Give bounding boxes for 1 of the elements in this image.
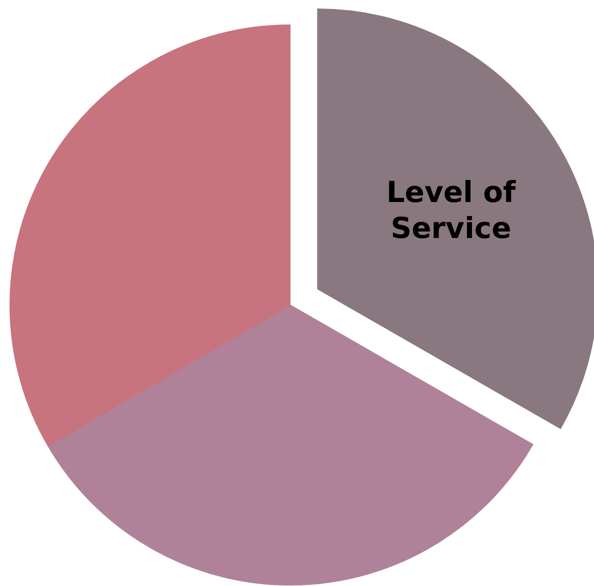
slice-label: Level of Service bbox=[386, 174, 516, 245]
